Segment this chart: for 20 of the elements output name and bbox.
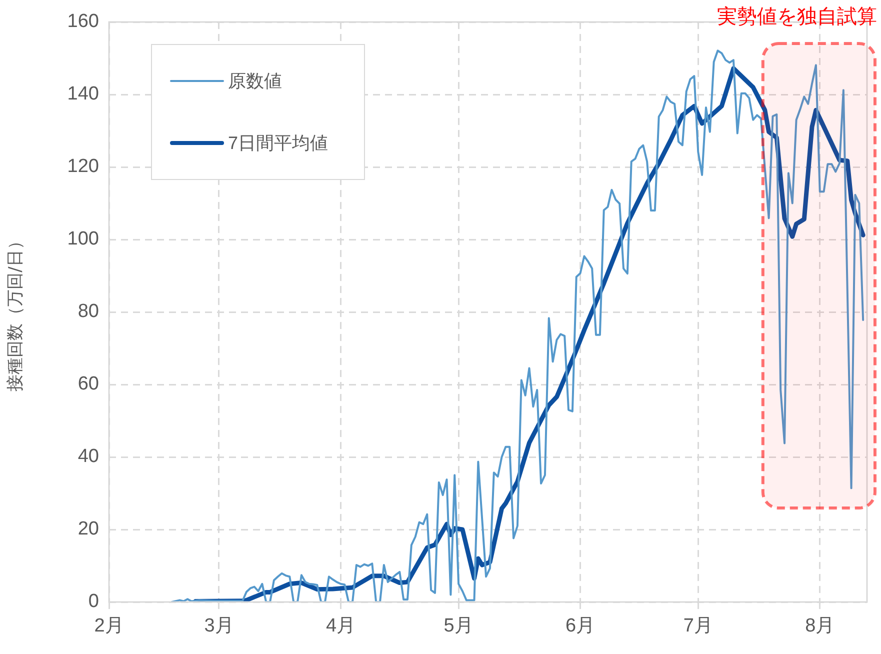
x-tick-label: 8月 [805, 616, 835, 637]
x-tick-label: 5月 [444, 616, 474, 637]
y-tick-label: 160 [67, 11, 99, 32]
y-tick-label: 140 [67, 84, 99, 105]
y-tick-label: 20 [78, 518, 99, 540]
y-tick-label: 40 [78, 446, 99, 468]
x-tick-label: 6月 [566, 616, 596, 637]
band-label: 実勢値を独自試算 [717, 4, 877, 28]
legend-label: 7日間平均値 [228, 132, 328, 155]
y-tick-label: 0 [88, 591, 99, 612]
x-tick-label: 4月 [326, 616, 356, 637]
x-tick-label: 3月 [204, 616, 234, 637]
y-tick-label: 60 [78, 374, 99, 395]
y-tick-label: 120 [67, 156, 99, 178]
y-axis-title: 接種回数（万回/日） [6, 232, 26, 392]
y-tick-label: 100 [67, 228, 99, 250]
x-tick-label: 7月 [683, 616, 713, 637]
legend-label: 原数値 [228, 70, 282, 93]
x-tick-label: 2月 [94, 616, 124, 637]
y-tick-label: 80 [78, 301, 99, 322]
